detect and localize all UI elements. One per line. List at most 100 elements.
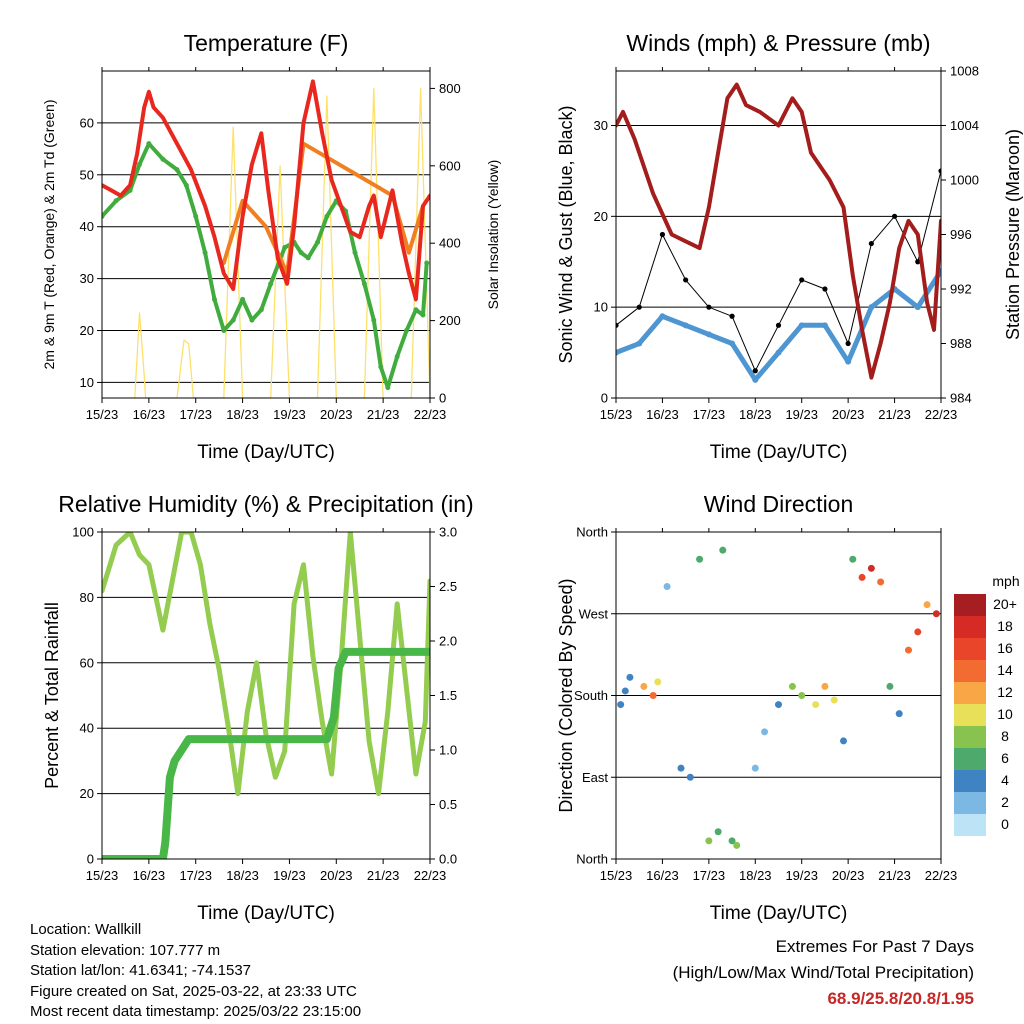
direction-point	[905, 646, 912, 654]
legend-label: 8	[1001, 728, 1009, 744]
dewpoint-point	[258, 307, 264, 313]
legend-label: 14	[997, 662, 1013, 678]
y2-tick-label: 0	[439, 391, 446, 406]
y-tick-label: 20	[594, 209, 608, 224]
dewpoint-point	[193, 213, 199, 219]
chart-title: Relative Humidity (%) & Precipitation (i…	[58, 491, 473, 517]
sonic-wind-point	[682, 322, 689, 329]
direction-point	[714, 828, 722, 836]
direction-point	[886, 682, 894, 690]
x-tick-label: 16/23	[133, 868, 166, 883]
y-tick-label: North	[576, 852, 608, 867]
direction-point	[705, 837, 713, 845]
y2-tick-label: 1000	[950, 173, 979, 188]
dewpoint-point	[305, 255, 311, 261]
sonic-wind-point	[845, 358, 852, 365]
dewpoint-point	[249, 317, 255, 323]
legend-label: 16	[997, 640, 1013, 656]
dewpoint-point	[324, 213, 330, 219]
y2-tick-label: 400	[439, 236, 461, 251]
direction-point	[626, 673, 634, 681]
station-info: Location: Wallkill Station elevation: 10…	[30, 920, 361, 1023]
direction-point	[617, 701, 625, 709]
x-tick-label: 16/23	[646, 407, 679, 422]
direction-point	[775, 701, 782, 709]
extremes-title: Extremes For Past 7 Days	[775, 937, 974, 956]
x-tick-label: 20/23	[832, 407, 865, 422]
y-axis-label: Percent & Total Rainfall	[42, 602, 62, 789]
panel-3: 0 20 40 60 80 100 0.0 0.5 1.0 1.5 2.0 2.5 3.0 15/23 16…	[42, 491, 474, 924]
y-tick-label: 30	[594, 118, 608, 133]
plot-frame	[615, 70, 942, 399]
dewpoint-point	[221, 328, 227, 334]
sonic-wind-point	[705, 331, 712, 338]
dewpoint-point	[268, 281, 274, 287]
direction-point	[812, 701, 820, 709]
direction-point	[821, 682, 829, 690]
y-tick-label: 40	[80, 721, 94, 736]
legend-label: 10	[997, 706, 1013, 722]
y-tick-label: 60	[80, 115, 94, 130]
y-tick-label: 0	[87, 852, 94, 867]
sonic-wind-point	[914, 304, 921, 311]
y-axis-label: Sonic Wind & Gust (Blue, Black)	[556, 105, 576, 363]
y2-tick-label: 0.0	[439, 852, 457, 867]
direction-point	[733, 841, 741, 849]
x-tick-label: 19/23	[273, 868, 306, 883]
y2-tick-label: 984	[950, 391, 972, 406]
y-tick-label: 60	[80, 655, 94, 670]
solar-line	[134, 87, 430, 398]
x-tick-label: 20/23	[320, 407, 353, 422]
speed-legend: mph 20+ 18 16 14 12 10 8 6 4 2 0	[954, 573, 1020, 836]
dewpoint-point	[113, 198, 119, 204]
direction-point	[654, 678, 662, 686]
created-text: Figure created on Sat, 2025-03-22, at 23…	[30, 982, 357, 1000]
y2-tick-label: 0.5	[439, 797, 457, 812]
legend-swatch	[954, 638, 986, 660]
x-tick-label: 15/23	[86, 868, 119, 883]
legend-swatch	[954, 814, 986, 836]
direction-point	[788, 682, 796, 690]
y2-tick-label: 600	[439, 158, 461, 173]
plot-frame	[101, 531, 431, 860]
y-tick-label: South	[574, 688, 608, 703]
direction-point	[895, 710, 903, 718]
sonic-wind-point	[821, 322, 828, 329]
precip-line	[102, 647, 430, 859]
y2-tick-label: 996	[950, 227, 972, 242]
direction-point	[621, 687, 629, 695]
x-tick-label: 16/23	[646, 868, 679, 883]
chart-title: Winds (mph) & Pressure (mb)	[626, 30, 930, 56]
sonic-wind-point	[775, 349, 782, 356]
dewpoint-point	[413, 307, 419, 313]
legend-swatch	[954, 660, 986, 682]
elevation-text: Station elevation: 107.777 m	[30, 941, 221, 959]
chart-title: Wind Direction	[704, 491, 854, 517]
y-tick-label: 10	[594, 300, 608, 315]
plot-frame	[615, 531, 942, 860]
legend-swatch	[954, 748, 986, 770]
direction-point	[686, 773, 694, 781]
y2-tick-label: 1.0	[439, 743, 457, 758]
legend-swatch	[954, 792, 986, 814]
chart-title: Temperature (F)	[184, 30, 349, 56]
legend-label: 12	[997, 684, 1013, 700]
y-axis-label: 2m & 9m T (Red, Orange) & 2m Td (Green)	[41, 100, 57, 370]
legend-swatch	[954, 770, 986, 792]
x-tick-label: 18/23	[739, 407, 772, 422]
x-tick-label: 17/23	[179, 407, 212, 422]
gust-line	[616, 170, 941, 372]
x-axis-label: Time (Day/UTC)	[710, 442, 848, 463]
direction-point	[867, 564, 875, 572]
x-tick-label: 21/23	[367, 868, 400, 883]
dewpoint-point	[146, 141, 152, 147]
x-tick-label: 22/23	[414, 868, 447, 883]
y2-tick-label: 3.0	[439, 525, 457, 540]
y-tick-label: West	[579, 606, 609, 621]
direction-point	[840, 737, 847, 745]
y-tick-label: 50	[80, 167, 94, 182]
temp-2m-line	[102, 79, 430, 302]
plot-area	[102, 532, 430, 859]
